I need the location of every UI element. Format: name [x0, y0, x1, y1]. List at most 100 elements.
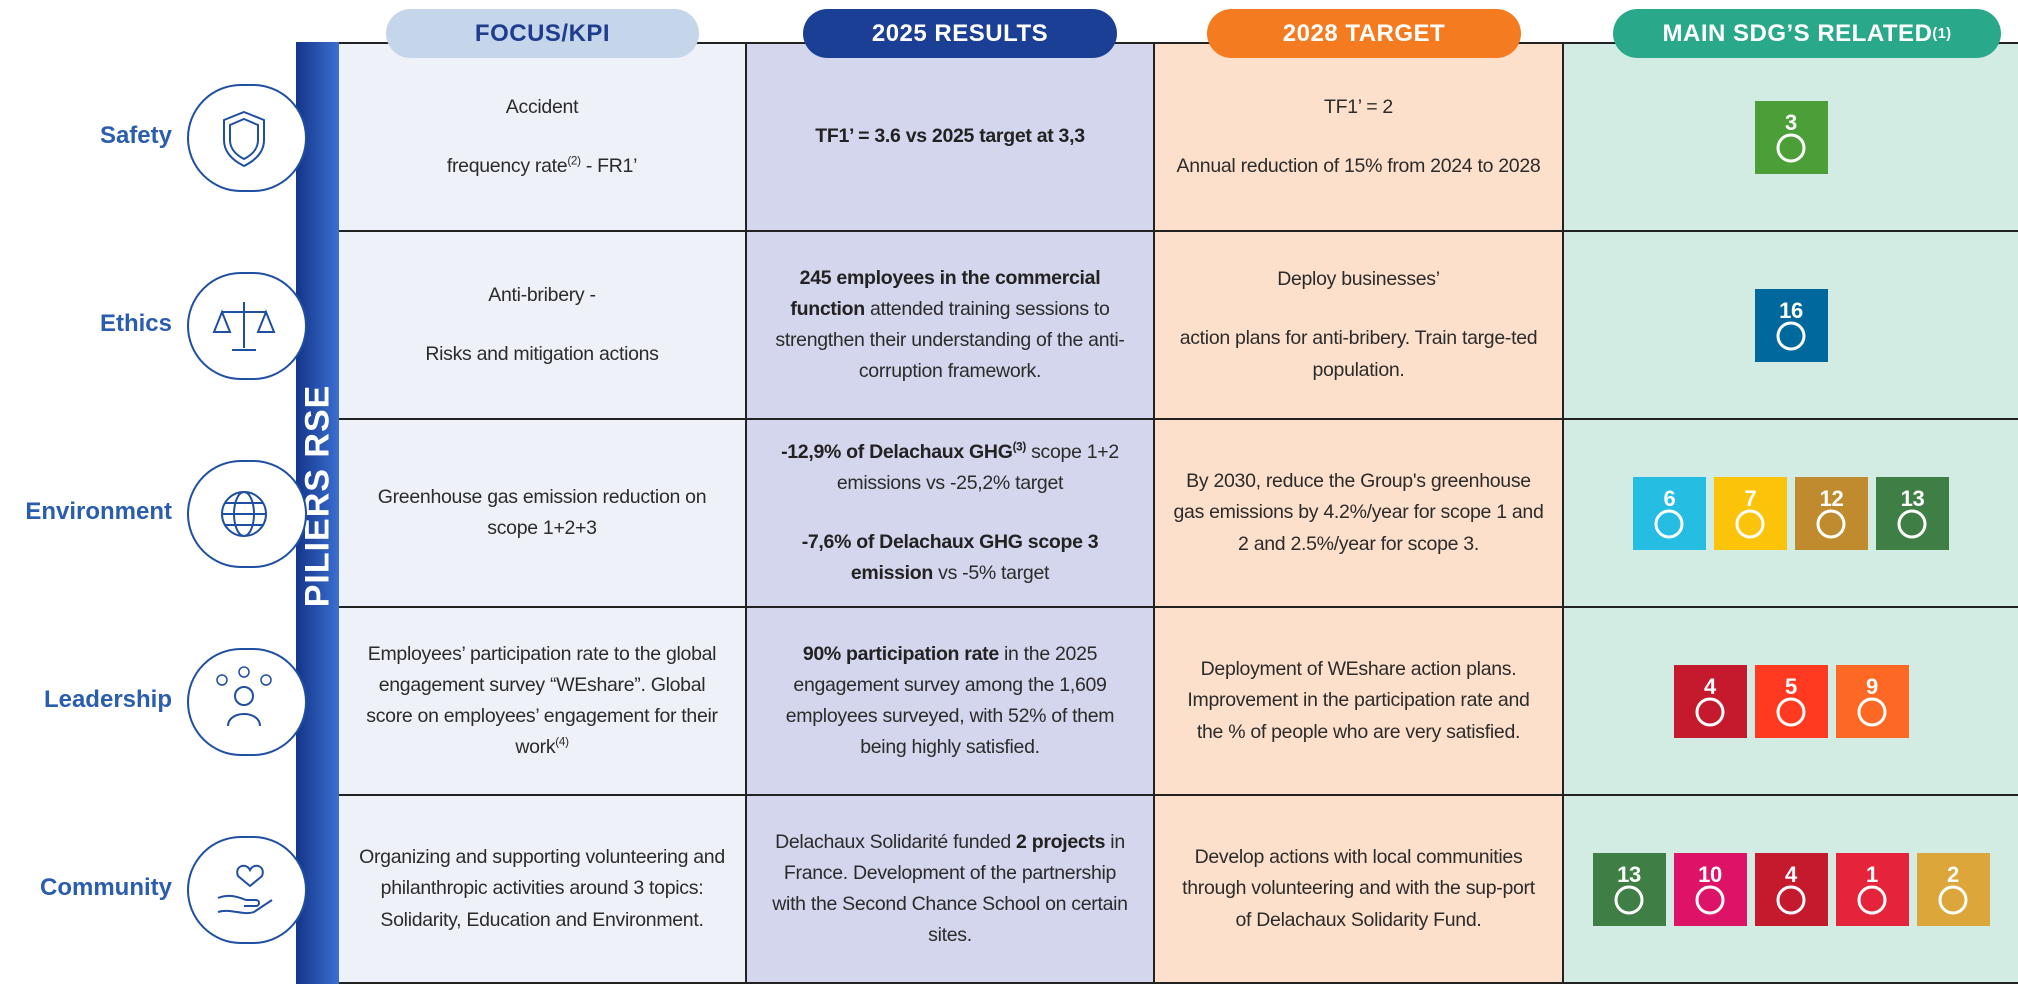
row-label: Community: [40, 874, 172, 901]
icon-graphic: [212, 302, 276, 351]
sdg-number: 6: [1663, 485, 1676, 511]
sdg-number: 12: [1819, 485, 1844, 511]
sdg-number: 4: [1704, 673, 1716, 699]
sdg-glyph: [1776, 697, 1805, 726]
paragraph: Deploy businesses’: [1277, 264, 1440, 295]
sdg-number: 7: [1744, 485, 1757, 511]
sdg-icon: 13: [1592, 852, 1666, 926]
text-segment: (3): [1012, 440, 1027, 454]
sdg-icon: 4: [1673, 664, 1747, 738]
row-label: Ethics: [99, 310, 172, 337]
kpi-cell: Organizing and supporting volunteering a…: [339, 796, 747, 984]
paragraph: Accident: [505, 92, 579, 123]
paragraph: Risks and mitigation actions: [425, 339, 659, 370]
text-segment: frequency rate: [446, 155, 568, 177]
text-segment: Risks and mitigation actions: [425, 343, 659, 365]
sdg-icon: 5: [1754, 664, 1828, 738]
text-segment: Organizing and supporting volunteering a…: [359, 846, 725, 931]
text-segment: (2): [567, 154, 581, 168]
sdg-glyph: [1816, 509, 1846, 538]
paragraph: action plans for anti-bribery. Train tar…: [1173, 323, 1544, 385]
row-icon: [187, 84, 307, 192]
text-segment: in France. Development of the partnershi…: [772, 830, 1128, 947]
paragraph: TF1’ = 2: [1324, 92, 1393, 123]
column-header: MAIN SDG’S RELATED (1): [1613, 9, 2001, 58]
sdg-glyph: [1776, 133, 1805, 162]
sdg-number: 4: [1785, 861, 1797, 887]
text-segment: Accident: [505, 95, 579, 118]
target-cell: Develop actions with local communities t…: [1155, 796, 1564, 984]
sdg-number: 1: [1866, 861, 1878, 887]
target-cell: TF1’ = 2 Annual reduction of 15% from 202…: [1155, 44, 1564, 232]
sdg-cell: 6 7 12 13: [1564, 420, 2018, 608]
paragraph: Delachaux Solidarité funded 2 projects i…: [765, 827, 1135, 952]
text-segment: MAIN SDG’S RELATED: [1662, 19, 1933, 47]
text-segment: Employees’ participation rate to the glo…: [366, 642, 718, 759]
result-cell: 245 employees in the commercial function…: [747, 232, 1155, 420]
text-segment: By 2030, reduce the Group's greenhouse g…: [1173, 470, 1544, 555]
paragraph: frequency rate(2) - FR1’: [446, 151, 638, 182]
result-cell: Delachaux Solidarité funded 2 projects i…: [747, 796, 1155, 984]
row-icon: [187, 648, 307, 756]
text-segment: 2025 RESULTS: [871, 19, 1049, 47]
sdg-number: 9: [1866, 673, 1878, 699]
paragraph: Deployment of WEshare action plans. Impr…: [1173, 654, 1544, 748]
sdg-icon: 7: [1714, 476, 1787, 550]
text-segment: 245 employees in the commercial function: [790, 266, 1101, 320]
sdg-glyph: [1695, 885, 1724, 914]
sdg-cell: 4 5 9: [1564, 608, 2018, 796]
top-border: [339, 42, 2018, 44]
text-segment: attended training sessions to strengthen…: [775, 297, 1125, 383]
row-icon: [187, 460, 307, 568]
target-cell: Deployment of WEshare action plans. Impr…: [1155, 608, 1564, 796]
sdg-glyph: [1695, 697, 1724, 726]
row-label: Leadership: [43, 686, 172, 713]
paragraph: TF1’ = 3.6 vs 2025 target at 3,3: [815, 121, 1085, 152]
text-segment: - FR1’: [580, 155, 638, 177]
paragraph: -7,6% of Delachaux GHG scope 3 emission …: [765, 527, 1135, 589]
text-segment: Greenhouse gas emission reduction on sco…: [377, 485, 707, 539]
icon-graphic: [216, 666, 272, 727]
text-segment: 90% participation rate: [802, 642, 999, 665]
sdg-glyph: [1654, 509, 1684, 538]
sdg-number: 5: [1785, 673, 1797, 699]
sdg-cell: 3: [1564, 44, 2018, 232]
sdg-number: 16: [1779, 297, 1803, 323]
result-cell: TF1’ = 3.6 vs 2025 target at 3,3: [747, 44, 1155, 232]
sdg-glyph: [1857, 885, 1886, 914]
icon-graphic: [223, 110, 265, 168]
row-icon: [187, 836, 307, 944]
text-segment: 2 projects: [1016, 830, 1106, 853]
result-cell: 90% participation rate in the 2025 engag…: [747, 608, 1155, 796]
paragraph: Annual reduction of 15% from 2024 to 202…: [1177, 151, 1541, 182]
sdg-glyph: [1776, 321, 1805, 350]
text-segment: Deploy businesses’: [1277, 268, 1440, 291]
text-segment: Annual reduction of 15% from 2024 to 202…: [1176, 155, 1541, 177]
sdg-icon: 2: [1916, 852, 1990, 926]
sdg-cell: 16: [1564, 232, 2018, 420]
sdg-icon: 6: [1633, 476, 1706, 550]
target-cell: By 2030, reduce the Group's greenhouse g…: [1155, 420, 1564, 608]
sdg-icon: 13: [1876, 476, 1949, 550]
result-cell: -12,9% of Delachaux GHG(3) scope 1+2 emi…: [747, 420, 1155, 608]
column-header: 2028 TARGET: [1207, 9, 1521, 58]
column-header: 2025 RESULTS: [803, 9, 1117, 58]
icon-graphic: [221, 491, 267, 537]
kpi-cell: Accident frequency rate(2) - FR1’: [339, 44, 747, 232]
sdg-number: 2: [1947, 861, 1959, 887]
paragraph: Greenhouse gas emission reduction on sco…: [357, 482, 727, 544]
icon-graphic: [217, 864, 273, 915]
paragraph: 245 employees in the commercial function…: [765, 263, 1135, 388]
sdg-icon: 1: [1835, 852, 1909, 926]
kpi-cell: Employees’ participation rate to the glo…: [339, 608, 747, 796]
sdg-number: 3: [1785, 109, 1797, 135]
sdg-number: 10: [1698, 861, 1722, 887]
paragraph: Organizing and supporting volunteering a…: [357, 842, 727, 936]
sdg-glyph: [1776, 885, 1805, 914]
row-label: Environment: [25, 498, 172, 525]
sdg-cell: 13 10 4 1 2: [1564, 796, 2018, 984]
text-segment: Deployment of WEshare action plans. Impr…: [1187, 658, 1530, 743]
sdg-glyph: [1938, 885, 1967, 914]
text-segment: vs -5% target: [933, 562, 1050, 585]
paragraph: -12,9% of Delachaux GHG(3) scope 1+2 emi…: [765, 437, 1135, 499]
